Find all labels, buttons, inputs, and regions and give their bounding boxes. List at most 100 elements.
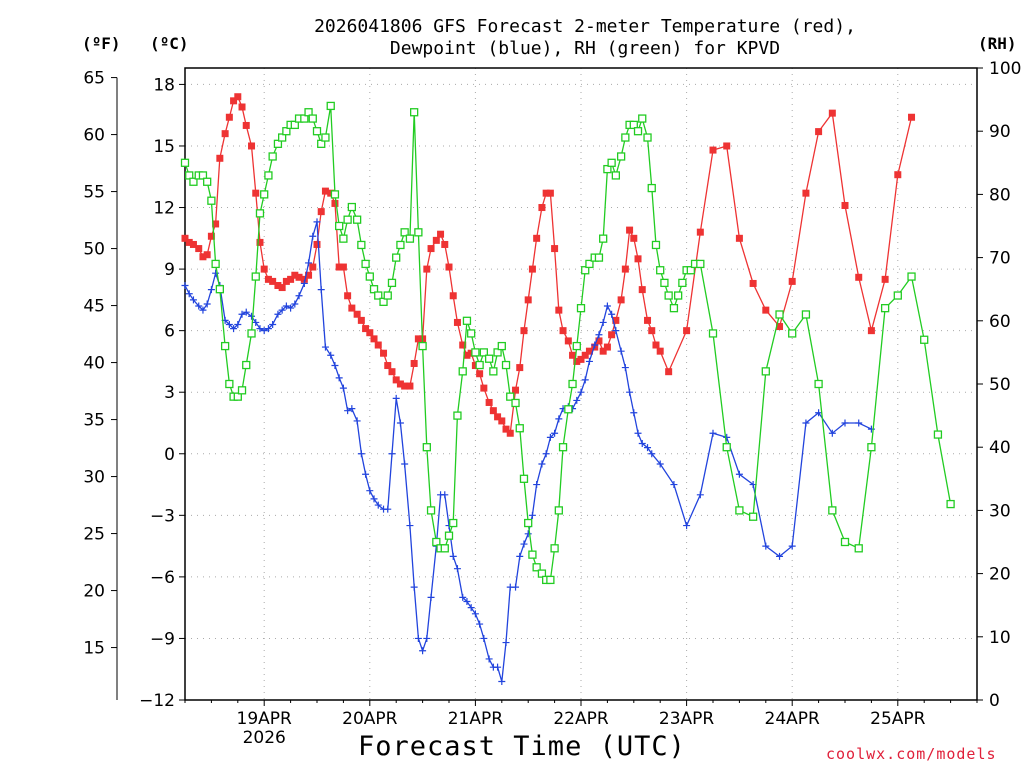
dewpoint-point	[709, 429, 717, 437]
dewpoint-point	[291, 300, 299, 308]
dewpoint-point	[520, 540, 528, 548]
temperature-point	[260, 265, 268, 273]
rh-point	[361, 259, 370, 269]
temperature-point	[555, 306, 563, 314]
rh-tick-label: 10	[989, 628, 1011, 648]
dewpoint-point	[264, 325, 272, 333]
dewpoint-point	[339, 384, 347, 392]
rh-point	[405, 234, 415, 243]
dewpoint-point	[370, 495, 378, 503]
temperature-point	[516, 364, 524, 372]
rh-tick-label: 70	[989, 249, 1011, 269]
rh-point	[674, 291, 683, 300]
temperature-point	[665, 368, 673, 376]
dewpoint-point	[494, 663, 502, 671]
temperature-point	[207, 232, 215, 240]
temperature-point	[401, 382, 409, 390]
temperature-point	[388, 368, 396, 376]
rh-point	[312, 127, 322, 136]
temperature-point	[453, 318, 461, 326]
rh-point	[242, 360, 251, 370]
dewpoint-point	[524, 530, 532, 538]
temperature-point	[608, 331, 616, 339]
dewpoint-point	[260, 327, 268, 335]
rh-point	[633, 127, 643, 136]
temperature-point	[432, 236, 440, 244]
rh-point	[335, 221, 344, 231]
rh-point	[278, 133, 287, 142]
dewpoint-point	[199, 306, 207, 314]
temperature-point	[216, 154, 224, 162]
x-tick-label: 20APR	[342, 709, 398, 729]
temperature-point	[621, 265, 629, 273]
rh-point	[233, 392, 242, 401]
temperature-point	[189, 240, 197, 248]
temperature-point	[309, 263, 317, 271]
rh-point	[426, 506, 436, 515]
dewpoint-point	[696, 491, 704, 499]
temperature-point	[471, 362, 479, 370]
temperature-point	[396, 380, 404, 388]
temperature-point	[348, 304, 356, 312]
temperature-point	[644, 316, 652, 324]
rh-point	[330, 190, 340, 199]
rh-point	[788, 329, 797, 338]
dewpoint-point	[471, 610, 479, 618]
rh-point	[339, 234, 348, 243]
temperature-point	[749, 279, 757, 287]
rh-point	[656, 266, 665, 275]
temperature-point	[374, 341, 382, 349]
temperature-point	[723, 142, 731, 150]
dewpoint-point	[538, 460, 546, 468]
celsius-tick-label: 12	[153, 199, 175, 219]
temperature-point	[467, 349, 475, 357]
temperature-point	[410, 359, 418, 367]
rh-point	[440, 544, 449, 553]
dewpoint-point	[348, 405, 356, 413]
temperature-point	[638, 286, 646, 294]
rh-point	[594, 253, 604, 262]
rh-point	[572, 341, 581, 351]
dewpoint-point	[401, 460, 409, 468]
temperature-point	[480, 384, 488, 392]
rh-point	[638, 114, 647, 123]
rh-point	[603, 164, 612, 174]
temperature-point	[533, 234, 541, 242]
temperature-point	[357, 316, 365, 324]
dewpoint-point	[392, 394, 400, 402]
rh-point	[379, 297, 388, 306]
rh-point	[260, 190, 269, 199]
temperature-point	[380, 349, 388, 357]
rh-point	[203, 177, 212, 186]
x-tick-label: 25APR	[870, 709, 926, 729]
rh-point	[321, 133, 330, 142]
dewpoint-point	[573, 396, 581, 404]
temperature-point	[538, 204, 546, 212]
temperature-point	[295, 273, 303, 281]
rh-point	[722, 443, 731, 452]
temperature-point	[427, 245, 435, 253]
rh-tick-label: 30	[989, 501, 1011, 521]
rh-point	[585, 259, 594, 269]
dewpoint-point	[735, 470, 743, 478]
dewpoint-point	[406, 522, 414, 530]
celsius-tick-label: −6	[150, 568, 175, 588]
rh-point	[775, 310, 784, 319]
rh-point	[300, 114, 309, 123]
temperature-point	[908, 113, 916, 121]
rh-point	[225, 379, 234, 389]
x-tick-sublabel: 2026	[243, 728, 286, 748]
temperature-point	[181, 234, 189, 242]
dewpoint-point	[608, 310, 616, 318]
rh-point	[686, 266, 695, 275]
dewpoint-point	[516, 552, 524, 560]
temperature-point	[335, 263, 343, 271]
dewpoint-point	[225, 320, 233, 328]
x-tick-label: 22APR	[553, 709, 609, 729]
rh-point	[484, 354, 494, 363]
dewpoint-point	[282, 302, 290, 310]
rh-point	[352, 215, 362, 224]
dewpoint-point	[449, 552, 457, 560]
temperature-point	[305, 271, 313, 279]
fahrenheit-tick-label: 65	[83, 69, 105, 89]
